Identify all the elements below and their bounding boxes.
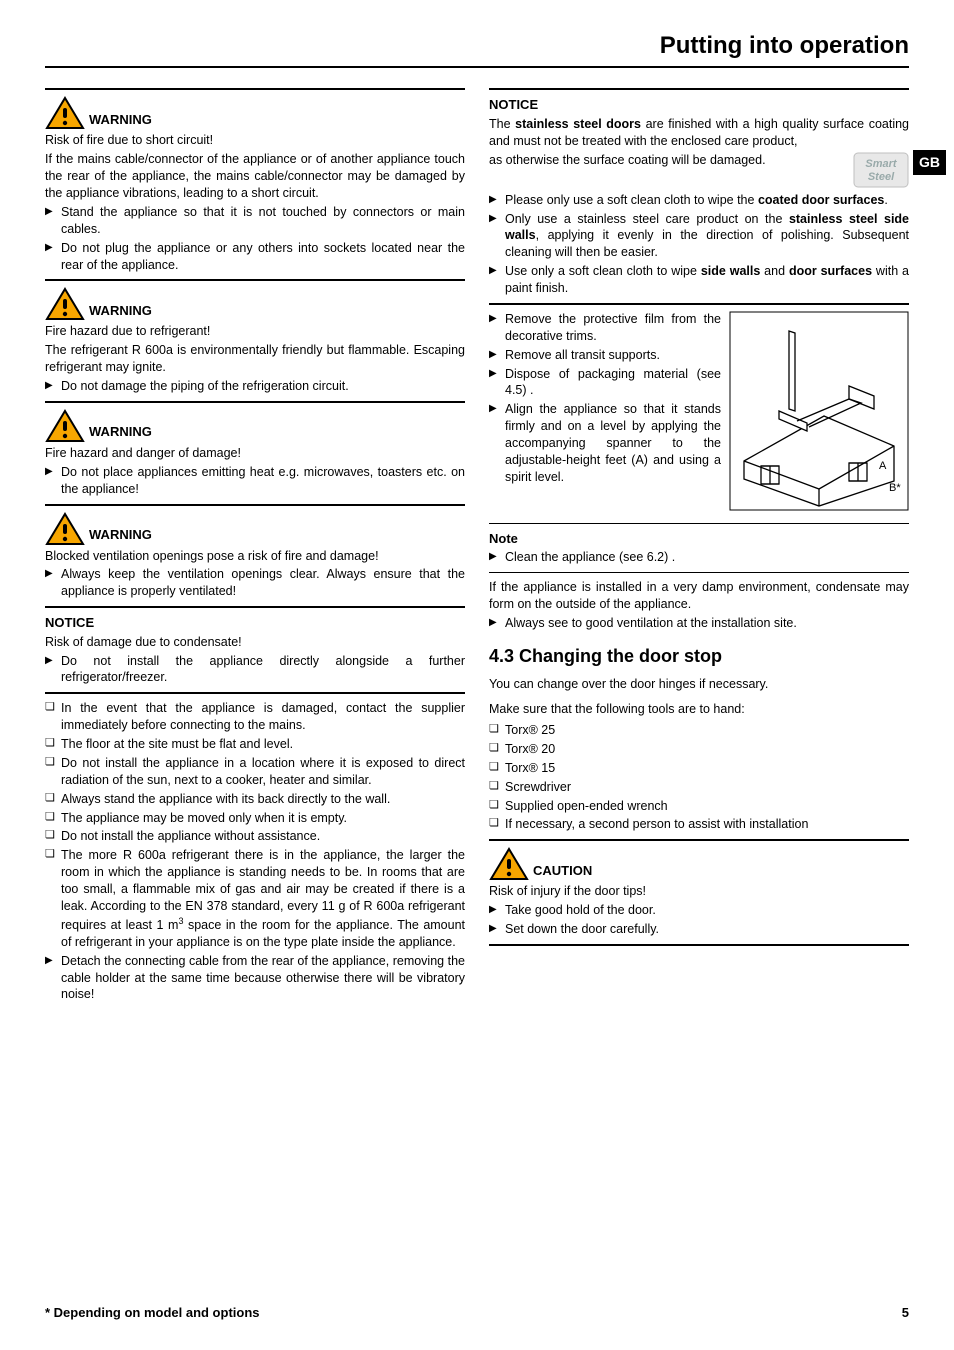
warning-body: The refrigerant R 600a is environmentall… [45,342,465,376]
list-item: Remove all transit supports. [489,347,909,364]
right-column: NOTICE The stainless steel doors are fin… [489,82,909,1005]
page-footer: * Depending on model and options 5 [45,1304,909,1322]
warning-item: Do not damage the piping of the refriger… [45,378,465,395]
warning-headline: Fire hazard and danger of damage! [45,445,465,462]
caution-block: CAUTION Risk of injury if the door tips!… [489,847,909,938]
warning-label: WARNING [89,302,152,322]
divider [489,88,909,90]
list-item: Align the appliance so that it stands fi… [489,401,909,485]
svg-text:Smart: Smart [865,158,898,170]
paragraph: You can change over the door hinges if n… [489,676,909,693]
caution-item: Set down the door carefully. [489,921,909,938]
warning-block-1: WARNING Risk of fire due to short circui… [45,96,465,273]
warning-item: Do not place appliances emitting heat e.… [45,464,465,498]
tool-item: Supplied open-ended wrench [489,798,909,815]
footer-note: * Depending on model and options [45,1304,260,1322]
section-heading-4-3: 4.3 Changing the door stop [489,644,909,668]
tool-item: Torx® 20 [489,741,909,758]
paragraph: If the appliance is installed in a very … [489,579,909,613]
warning-icon [45,409,85,443]
warning-block-4: WARNING Blocked ventilation openings pos… [45,512,465,601]
warning-headline: Risk of fire due to short circuit! [45,132,465,149]
list-item: The floor at the site must be flat and l… [45,736,465,753]
warning-icon [489,847,529,881]
tool-item: Torx® 25 [489,722,909,739]
tool-item: Torx® 15 [489,760,909,777]
list-item: Detach the connecting cable from the rea… [45,953,465,1004]
divider [45,606,465,608]
warning-icon [45,287,85,321]
list-item: Please only use a soft clean cloth to wi… [489,192,909,209]
warning-headline: Fire hazard due to refrigerant! [45,323,465,340]
tool-item: If necessary, a second person to assist … [489,816,909,833]
notice-body-2: as otherwise the surface coating will be… [489,152,909,169]
left-column: WARNING Risk of fire due to short circui… [45,82,465,1005]
notice-body: The stainless steel doors are finished w… [489,116,909,150]
divider [489,523,909,524]
list-item: Always stand the appliance with its back… [45,791,465,808]
list-item: Dispose of packaging material (see 4.5) … [489,366,909,400]
caution-headline: Risk of injury if the door tips! [489,883,909,900]
page-number: 5 [902,1304,909,1322]
list-item: Always see to good ventilation at the in… [489,615,909,632]
warning-item: Do not plug the appliance or any others … [45,240,465,274]
list-item: The more R 600a refrigerant there is in … [45,847,465,950]
divider [489,303,909,305]
notice-label: NOTICE [45,614,465,632]
region-tag: GB [913,150,946,175]
warning-label: WARNING [89,526,152,546]
list-item: Do not install the appliance without ass… [45,828,465,845]
note-label: Note [489,530,909,548]
warning-block-2: WARNING Fire hazard due to refrigerant! … [45,287,465,395]
warning-body: If the mains cable/connector of the appl… [45,151,465,202]
divider [489,944,909,946]
warning-icon [45,96,85,130]
warning-headline: Blocked ventilation openings pose a risk… [45,548,465,565]
divider [489,839,909,841]
tool-item: Screwdriver [489,779,909,796]
warning-icon [45,512,85,546]
list-item: In the event that the appliance is damag… [45,700,465,734]
notice-label: NOTICE [489,96,909,114]
warning-label: WARNING [89,111,152,131]
caution-item: Take good hold of the door. [489,902,909,919]
divider [489,572,909,573]
warning-item: Always keep the ventilation openings cle… [45,566,465,600]
list-item: Use only a soft clean cloth to wipe side… [489,263,909,297]
notice-item: Do not install the appliance directly al… [45,653,465,687]
list-item: Only use a stainless steel care product … [489,211,909,262]
divider [45,504,465,506]
list-item: Remove the protective film from the deco… [489,311,909,345]
warning-block-3: WARNING Fire hazard and danger of damage… [45,409,465,498]
page-title: Putting into operation [45,30,909,68]
paragraph: Make sure that the following tools are t… [489,701,909,718]
list-item: Clean the appliance (see 6.2) . [489,549,909,566]
warning-label: WARNING [89,423,152,443]
list-item: Do not install the appliance in a locati… [45,755,465,789]
list-item: The appliance may be moved only when it … [45,810,465,827]
divider [45,279,465,281]
divider [45,692,465,694]
divider [45,88,465,90]
divider [45,401,465,403]
caution-label: CAUTION [533,862,592,882]
notice-headline: Risk of damage due to condensate! [45,634,465,651]
svg-text:Steel: Steel [868,171,895,183]
smart-steel-logo: SmartSteel [853,152,909,188]
warning-item: Stand the appliance so that it is not to… [45,204,465,238]
